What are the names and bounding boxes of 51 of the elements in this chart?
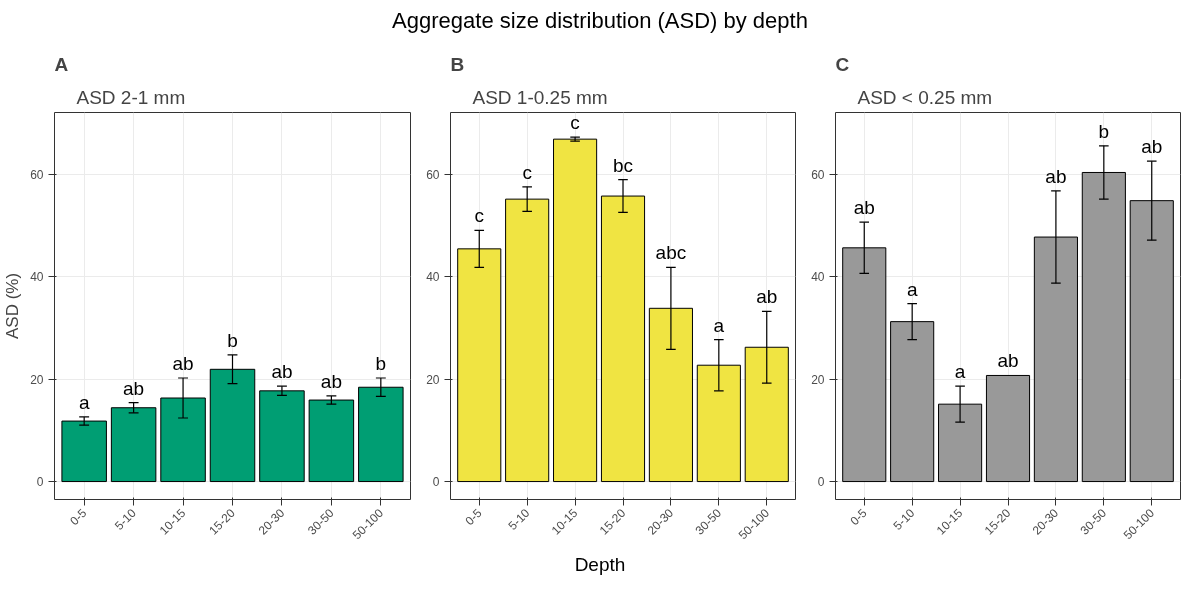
bar (259, 390, 305, 483)
annotation: a (78, 391, 90, 413)
chart-subtitle: ASD 2-1 mm (76, 86, 186, 108)
y-tick-label: 40 (30, 270, 44, 285)
text: A (54, 53, 69, 75)
text: C (835, 53, 850, 75)
y-tick-label: 20 (30, 372, 44, 387)
y-tick-label: 60 (811, 167, 825, 182)
annotation: ab (1141, 136, 1163, 158)
annotation: a (906, 278, 918, 300)
y-tick-label: 60 (426, 167, 440, 182)
y-tick-label: 0 (817, 475, 825, 490)
annotation: abc (655, 242, 687, 264)
y-tick-label: 40 (426, 270, 440, 285)
chart-subtitle: ASD 1-0.25 mm (472, 86, 608, 108)
bar (308, 399, 355, 483)
x-axis-title: Depth (574, 553, 626, 577)
x-tick-label: 0-5 (462, 505, 485, 529)
annotation: ab (123, 377, 145, 399)
y-tick-label: 40 (811, 270, 825, 285)
annotation: c (522, 161, 532, 183)
annotation: ab (997, 350, 1019, 372)
chart-subtitle: ASD < 0.25 mm (857, 86, 993, 108)
annotation: ab (1045, 165, 1067, 187)
annotation: b (375, 353, 387, 375)
y-tick-label: 20 (426, 372, 440, 387)
annotation: ab (172, 353, 194, 375)
annotation: ab (271, 361, 293, 383)
x-tick-label: 0-5 (67, 505, 90, 529)
annotation: bc (612, 154, 634, 176)
annotation: a (954, 361, 966, 383)
annotation: a (713, 314, 725, 336)
y-tick-label: 0 (432, 475, 440, 490)
annotation: c (570, 112, 580, 134)
bar (61, 420, 107, 483)
y-tick-label: 0 (36, 475, 44, 490)
annotation: b (227, 329, 238, 351)
text: B (450, 53, 465, 75)
annotation: ab (320, 370, 342, 392)
y-tick-label: 60 (30, 167, 44, 182)
x-tick-label: 0-5 (847, 505, 870, 529)
bar (110, 407, 157, 483)
bar (985, 374, 1031, 483)
annotation: b (1098, 120, 1110, 142)
annotation: ab (853, 197, 875, 219)
bar (553, 138, 598, 483)
chart-title: Aggregate size distribution (ASD) by depth (392, 7, 808, 35)
annotation: c (474, 205, 484, 227)
annotation: ab (756, 286, 778, 308)
y-tick-label: 20 (811, 372, 825, 387)
y-axis-title: ASD (%) (3, 272, 23, 340)
